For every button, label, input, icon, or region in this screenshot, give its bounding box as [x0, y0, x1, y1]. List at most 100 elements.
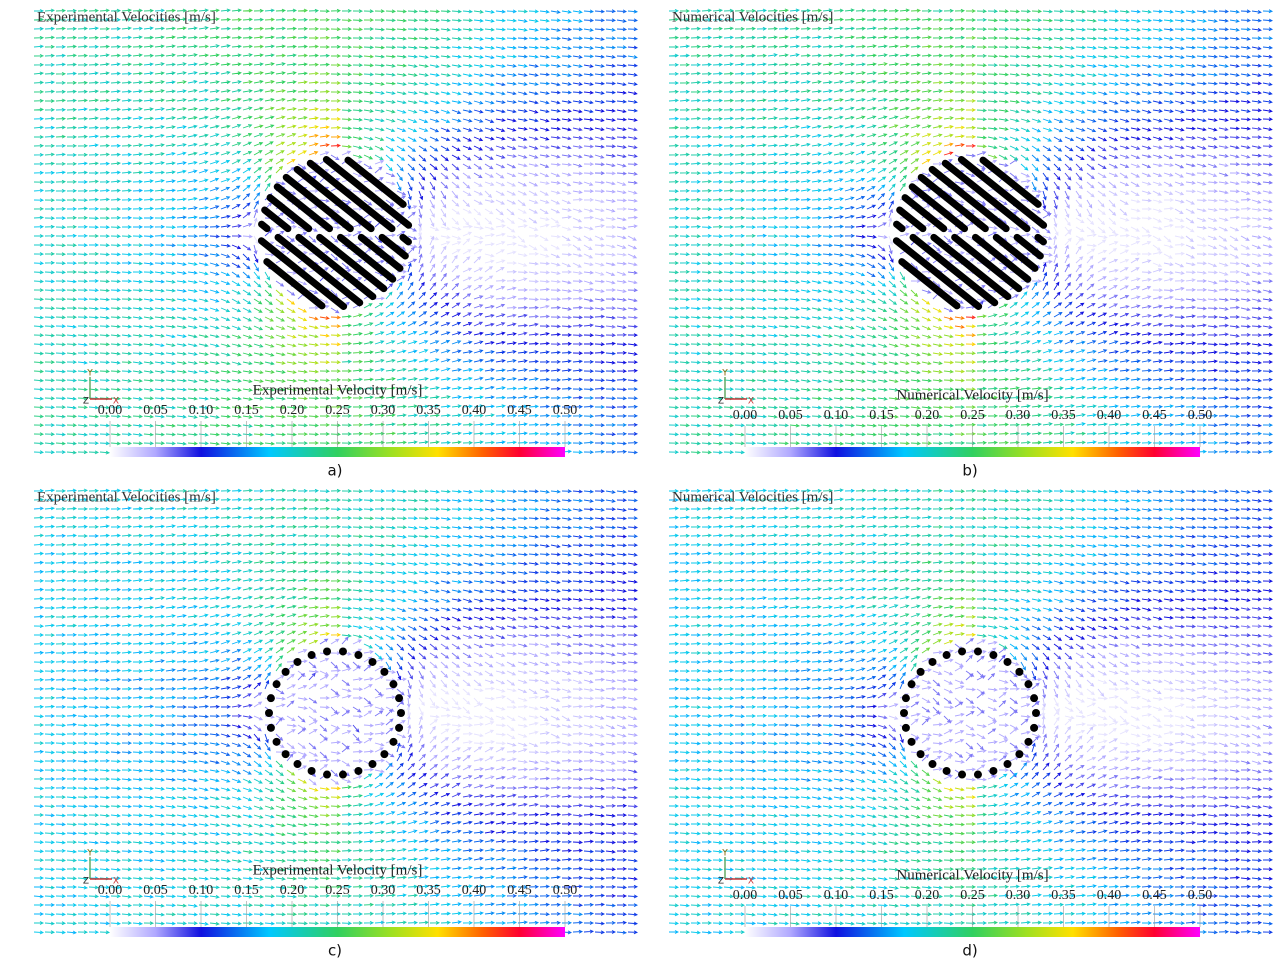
rod	[354, 766, 363, 775]
colorbar	[110, 927, 565, 937]
grid-bar	[1013, 233, 1044, 260]
vector-field	[833, 9, 1274, 455]
rod	[389, 680, 398, 689]
rod	[958, 647, 967, 656]
vector-field	[406, 686, 550, 746]
rod	[1030, 694, 1039, 703]
vector-field	[888, 35, 998, 437]
grid-bar	[322, 156, 413, 229]
triad-label: Y	[721, 849, 728, 859]
colorbar-tick-label: 0.00	[733, 888, 758, 903]
grid-bar	[258, 220, 271, 233]
rod	[272, 680, 281, 689]
vector-field	[1041, 679, 1197, 747]
colorbar-tick-label: 0.50	[1188, 888, 1213, 903]
colorbar-tick-label: 0.45	[1142, 888, 1167, 903]
grid-bar	[293, 165, 375, 233]
rod	[916, 750, 925, 759]
grid-bar	[336, 233, 397, 283]
rod	[265, 709, 273, 717]
rod	[281, 667, 290, 676]
grid-bar	[941, 159, 1031, 233]
rod	[338, 770, 347, 779]
colorbar-tick-label: 0.15	[869, 408, 894, 423]
vector-field	[844, 489, 1274, 935]
rod	[395, 723, 404, 732]
vector-field	[877, 488, 1010, 935]
colorbar-tick-label: 0.30	[371, 403, 396, 418]
vector-field	[888, 639, 1274, 782]
vector-field	[888, 181, 1262, 293]
rod	[1030, 723, 1039, 732]
colorbar-tick-label: 0.20	[280, 883, 305, 898]
vector-field	[921, 158, 977, 347]
vector-field	[756, 488, 1065, 935]
rod	[989, 766, 998, 775]
vector-field	[165, 9, 639, 455]
triad-label: Z	[718, 397, 724, 407]
vector-field	[209, 45, 639, 437]
vector-field	[33, 488, 474, 935]
vector-field	[33, 489, 540, 935]
rod	[380, 750, 389, 759]
vector-field	[668, 489, 1175, 935]
colorbar-tick-label: 0.25	[960, 888, 985, 903]
vector-field	[286, 605, 342, 836]
vector-field	[330, 143, 342, 148]
grid-bar	[261, 206, 292, 233]
vector-field	[943, 632, 977, 800]
triad-label: Z	[718, 877, 724, 887]
vector-field	[943, 316, 965, 329]
rod	[266, 723, 275, 732]
grid-bar	[896, 206, 927, 233]
rod	[942, 766, 951, 775]
colorbar-tick-label: 0.15	[234, 403, 259, 418]
colorbar-tick-label: 0.50	[553, 403, 578, 418]
rod	[307, 766, 316, 775]
colorbar-tick-label: 0.05	[143, 403, 168, 418]
rod	[307, 651, 316, 660]
rod	[368, 760, 377, 769]
vector-field	[418, 712, 429, 717]
colorbar-label: Experimental Velocity [m/s]	[253, 382, 423, 398]
vector-field	[745, 9, 1219, 454]
grid-bar	[295, 233, 377, 301]
rod	[1003, 657, 1012, 666]
vector-field	[231, 8, 397, 455]
rod	[973, 770, 982, 779]
rod	[266, 694, 275, 703]
colorbar	[745, 447, 1200, 457]
rod	[928, 760, 937, 769]
grid-bar	[979, 156, 1042, 208]
grid-bar	[901, 194, 948, 233]
panel-title: Experimental Velocities [m/s]	[37, 9, 216, 25]
rod	[293, 657, 302, 666]
triad-label: X	[748, 397, 754, 407]
panel: Experimental Velocities [m/s] Experimenta…	[33, 488, 639, 937]
vector-field	[668, 488, 1098, 935]
vector-field	[877, 624, 1274, 800]
rod	[907, 737, 916, 746]
vector-field	[888, 660, 1252, 764]
vector-field	[734, 489, 1208, 935]
colorbar-tick-label: 0.35	[1051, 888, 1076, 903]
colorbar-tick-label: 0.20	[280, 403, 305, 418]
grid-bar	[930, 233, 1012, 301]
colorbar-tick-label: 0.45	[507, 403, 532, 418]
colorbar-tick-label: 0.05	[778, 408, 803, 423]
grid-bar	[399, 233, 412, 246]
colorbar-tick-label: 0.00	[98, 883, 123, 898]
vector-field	[308, 315, 342, 321]
vector-field	[275, 71, 342, 374]
grid-bar	[892, 237, 983, 310]
rod	[293, 760, 302, 769]
vector-field	[910, 80, 977, 392]
vector-field	[877, 8, 1032, 455]
vector-field	[242, 498, 375, 934]
vector-field	[668, 8, 1152, 455]
colorbar-tick-label: 0.30	[1006, 888, 1031, 903]
vector-field	[286, 605, 342, 818]
vector-field	[910, 98, 977, 374]
vector-field	[275, 107, 342, 365]
